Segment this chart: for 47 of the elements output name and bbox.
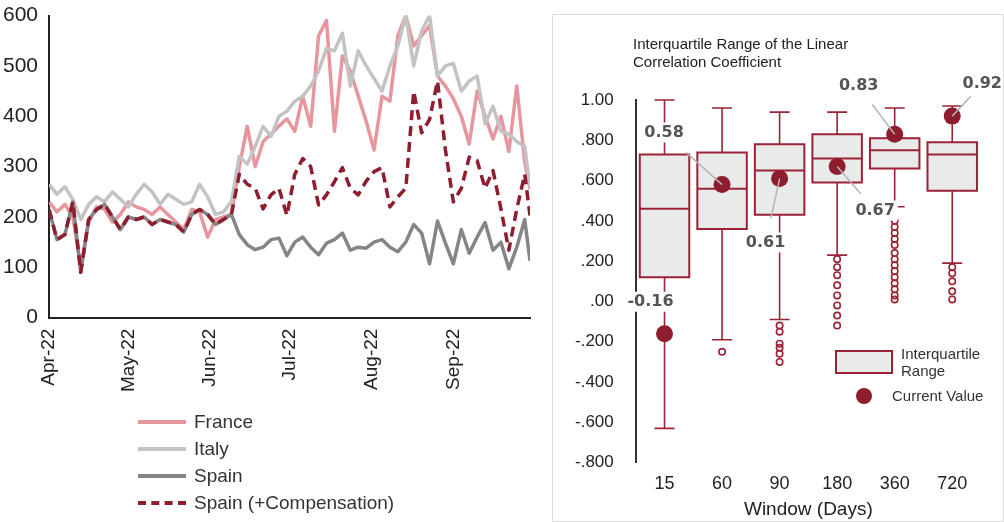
y-tick-label: .600 — [580, 170, 614, 190]
legend-label: Spain — [194, 464, 243, 487]
x-tick-label: Jun-22 — [198, 328, 220, 387]
x-tick-label: Jul-22 — [277, 328, 299, 381]
data-label: 0.61 — [745, 231, 786, 251]
data-label: -0.16 — [627, 290, 674, 310]
y-tick-label: -.200 — [575, 331, 614, 351]
data-label: 0.58 — [644, 121, 684, 141]
x-tick-label: 360 — [879, 473, 910, 494]
data-label: 0.92 — [962, 73, 1002, 93]
legend-label: Spain (+Compensation) — [194, 491, 395, 514]
y-tick-label: 1.00 — [580, 89, 614, 109]
y-tick-label: -.400 — [575, 371, 614, 391]
y-tick-label: 100 — [2, 254, 39, 278]
y-tick-label: 600 — [2, 2, 39, 26]
x-axis-title: Window (Days) — [743, 497, 873, 519]
y-tick-label: .800 — [580, 129, 614, 149]
x-tick-label: Sep-22 — [441, 328, 463, 390]
y-tick-label: 300 — [2, 153, 39, 177]
x-tick-label: 720 — [937, 473, 968, 494]
y-tick-label: 500 — [2, 52, 39, 76]
x-tick-label: Aug-22 — [359, 328, 381, 390]
legend-label: Current Value — [892, 387, 984, 404]
x-tick-label: 60 — [712, 473, 733, 494]
legend-label: Interquartile Range — [901, 345, 982, 379]
legend-label: Italy — [194, 437, 229, 460]
data-label: 0.67 — [855, 199, 895, 219]
y-tick-label: 400 — [2, 103, 39, 127]
x-tick-label: 90 — [769, 473, 790, 494]
x-tick-label: 15 — [654, 473, 675, 494]
x-tick-label: Apr-22 — [37, 328, 59, 386]
y-tick-label: .00 — [590, 291, 614, 311]
x-tick-label: May-22 — [116, 328, 138, 392]
legend-label: France — [194, 410, 254, 433]
y-tick-label: 200 — [2, 203, 39, 227]
data-label: 0.83 — [838, 75, 879, 95]
point — [713, 176, 731, 194]
y-tick-label: -.600 — [575, 412, 614, 431]
y-tick-label: -.800 — [575, 452, 614, 472]
x-tick-label: 180 — [822, 473, 853, 494]
point — [943, 107, 961, 125]
y-tick-label: .400 — [580, 210, 614, 230]
y-tick-label: 0 — [26, 304, 39, 328]
point — [656, 325, 674, 343]
chart-title: Interquartile Range of the Linear Correlation Coefficient — [633, 35, 850, 71]
y-tick-label: .200 — [580, 250, 614, 270]
point — [886, 125, 904, 143]
